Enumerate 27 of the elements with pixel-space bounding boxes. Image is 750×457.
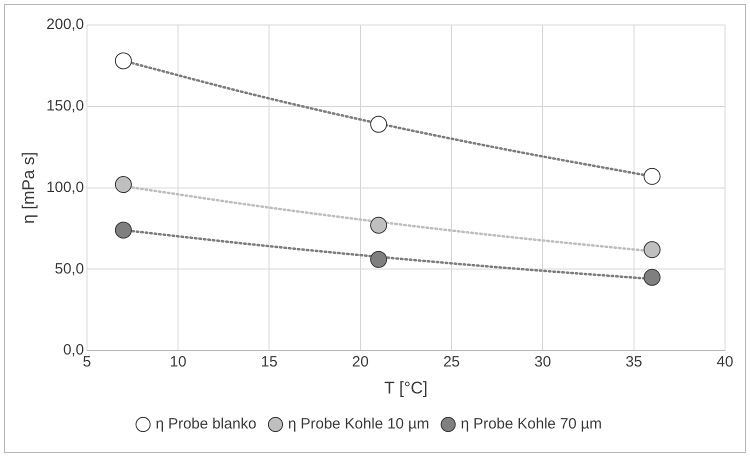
x-tick-label: 20 bbox=[352, 354, 369, 371]
y-tick-label: 0,0 bbox=[63, 342, 84, 359]
x-tick-label: 5 bbox=[82, 354, 92, 371]
x-tick-label: 10 bbox=[170, 354, 186, 371]
point bbox=[370, 250, 388, 268]
legend-label: η Probe Kohle 10 µm bbox=[288, 416, 430, 433]
x-axis-title: T [°C] bbox=[384, 378, 428, 398]
legend-label: η Probe blanko bbox=[156, 416, 256, 433]
point bbox=[644, 268, 661, 286]
point bbox=[644, 168, 661, 185]
y-tick-label: 100,0 bbox=[46, 178, 84, 196]
x-tick-label: 15 bbox=[260, 354, 278, 371]
x-tick-label: 35 bbox=[626, 354, 642, 371]
point bbox=[370, 216, 388, 234]
x-tick-label: 30 bbox=[534, 354, 552, 371]
y-tick-label: 200,0 bbox=[46, 16, 84, 34]
point bbox=[644, 241, 661, 258]
x-tick-label: 25 bbox=[443, 354, 460, 371]
point bbox=[114, 52, 132, 70]
legend-label: η Probe Kohle 70 µm bbox=[460, 416, 602, 433]
y-tick-label: 150,0 bbox=[46, 98, 84, 115]
y-tick-label: 50,0 bbox=[54, 260, 84, 278]
point bbox=[114, 222, 132, 239]
y-axis-title: η [mPa s] bbox=[18, 152, 38, 224]
point bbox=[370, 116, 388, 133]
x-tick-label: 40 bbox=[716, 354, 734, 371]
point bbox=[114, 176, 132, 194]
